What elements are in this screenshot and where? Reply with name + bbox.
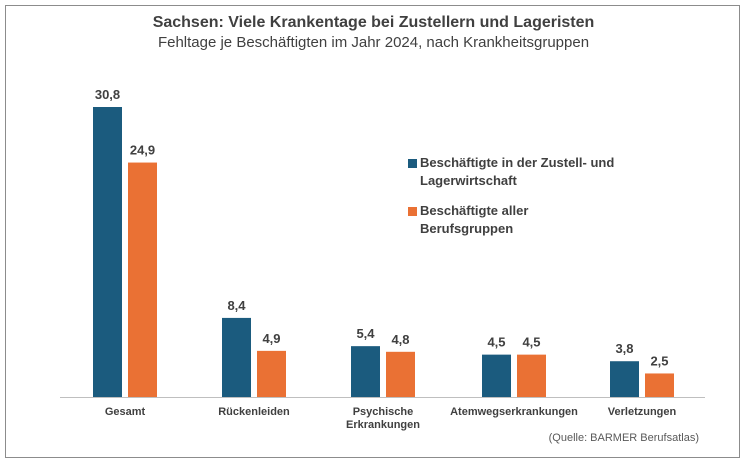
bar-alle [257, 350, 286, 397]
data-label: 24,9 [130, 143, 155, 158]
bar-zustell [610, 361, 639, 397]
legend-label: Beschäftigte in der Zustell- und Lagerwi… [420, 155, 615, 188]
category-label: Erkrankungen [346, 419, 420, 431]
bar-zustell [222, 317, 251, 397]
data-label: 2,5 [650, 353, 668, 368]
chart-subtitle: Fehltage je Beschäftigten im Jahr 2024, … [157, 34, 590, 51]
data-label: 4,8 [391, 332, 409, 347]
legend-item-zustell: Beschäftigte in der Zustell- und Lagerwi… [408, 154, 620, 190]
legend-swatch [408, 207, 417, 216]
legend: Beschäftigte in der Zustell- und Lagerwi… [408, 154, 620, 250]
bar-zustell [482, 354, 511, 397]
category-label: Atemwegserkrankungen [450, 406, 578, 418]
chart-title: Sachsen: Viele Krankentage bei Zusteller… [152, 14, 595, 31]
bar-alle [645, 373, 674, 397]
data-label: 5,4 [356, 326, 375, 341]
source-note: (Quelle: BARMER Berufsatlas) [548, 432, 699, 444]
category-label: Gesamt [105, 406, 146, 418]
data-label: 4,5 [522, 335, 540, 350]
data-label: 3,8 [615, 341, 633, 356]
data-label: 4,9 [262, 331, 280, 346]
bar-zustell [351, 346, 380, 397]
data-label: 4,5 [487, 335, 505, 350]
legend-swatch [408, 159, 417, 168]
chart-frame [5, 5, 740, 458]
data-label: 30,8 [95, 87, 120, 102]
bar-alle [386, 351, 415, 397]
category-label: Rückenleiden [218, 406, 290, 418]
legend-item-alle: Beschäftigte aller Berufsgruppen [408, 202, 620, 238]
bar-alle [128, 162, 157, 397]
category-label: Psychische [353, 406, 414, 418]
bar-zustell [93, 107, 122, 397]
legend-label: Beschäftigte aller Berufsgruppen [420, 203, 529, 236]
category-label: Verletzungen [608, 406, 677, 418]
data-label: 8,4 [227, 298, 246, 313]
bar-alle [517, 354, 546, 397]
